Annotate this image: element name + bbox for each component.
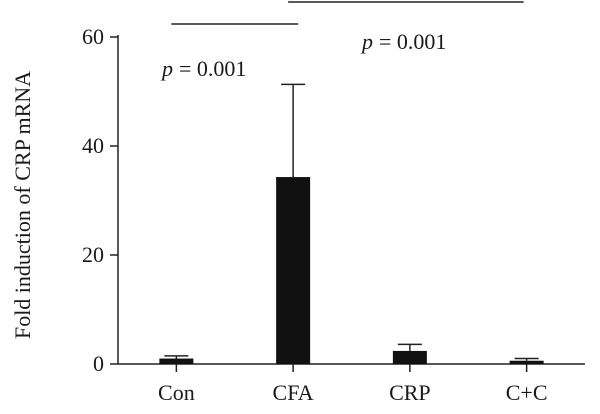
bar <box>392 350 427 364</box>
p-value-annotation: p = 0.001 <box>160 56 246 81</box>
bar <box>276 177 311 364</box>
y-tick-label: 20 <box>82 242 104 267</box>
p-value-text: = 0.001 <box>379 29 446 54</box>
p-value-annotation: p = 0.001 <box>360 29 446 54</box>
p-symbol: p <box>360 29 373 54</box>
y-axis-label: Fold induction of CRP mRNA <box>10 71 35 339</box>
x-tick-label: Con <box>158 380 195 405</box>
p-symbol: p <box>160 56 173 81</box>
p-value-text: = 0.001 <box>179 56 246 81</box>
x-tick-label: C+C <box>506 380 548 405</box>
error-bars <box>164 83 539 361</box>
bar <box>509 360 544 364</box>
x-tick-label: CFA <box>273 380 314 405</box>
y-tick-label: 40 <box>82 133 104 158</box>
y-tick-label: 60 <box>82 24 104 49</box>
y-tick-label: 0 <box>93 351 104 376</box>
chart-axes: 0 20 40 60 Con CFA CRP C+C <box>82 24 585 405</box>
bar <box>159 358 194 364</box>
bar-series <box>159 177 544 364</box>
x-tick-label: CRP <box>389 380 431 405</box>
